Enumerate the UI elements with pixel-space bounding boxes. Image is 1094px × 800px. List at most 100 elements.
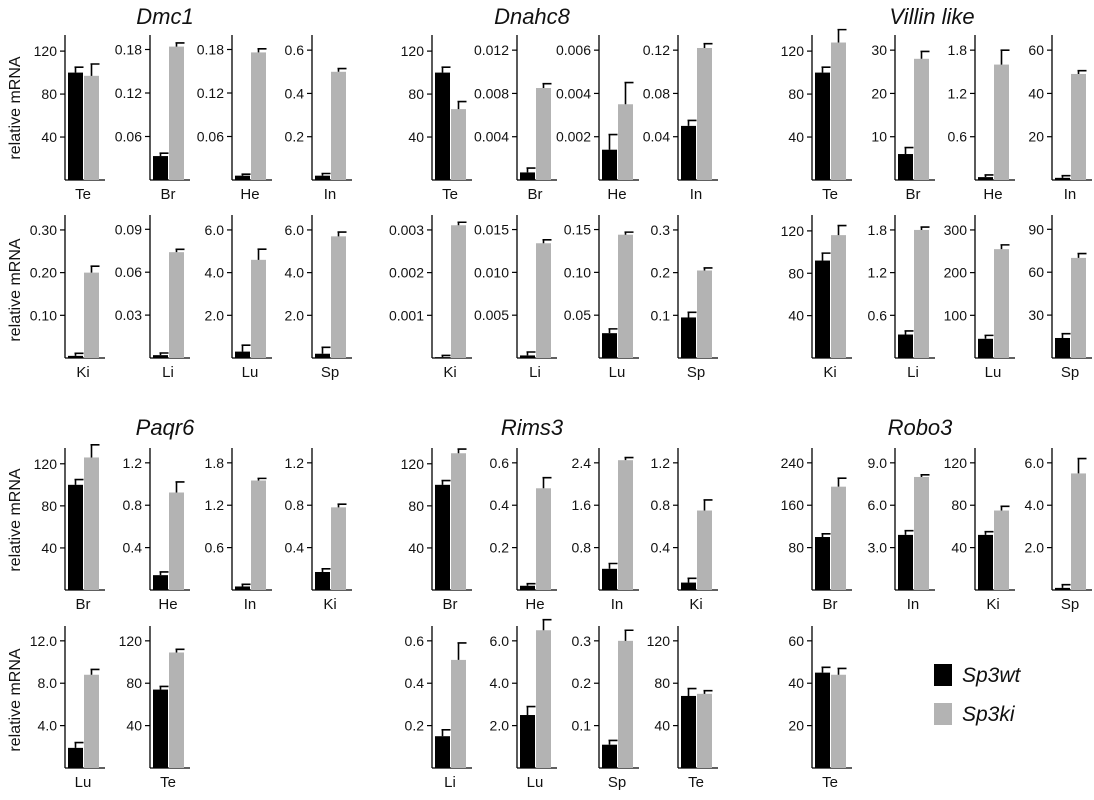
bar-rims3-br-sp3wt xyxy=(435,484,450,590)
category-label-rims3-br: Br xyxy=(443,596,458,613)
error-bar-dmc1-lu-sp3wt xyxy=(241,344,251,352)
bar-rims3-ki-sp3ki xyxy=(697,510,712,590)
y-tick-label-rims3-lu-1: 4.0 xyxy=(490,675,510,691)
bar-dnahc8-sp-sp3ki xyxy=(697,270,712,358)
y-tick-label-dmc1-li-2: 0.09 xyxy=(115,221,142,237)
y-tick-label-dmc1-sp-0: 2.0 xyxy=(285,307,305,323)
gene-title-rims3: Rims3 xyxy=(501,415,564,440)
bar-dmc1-sp-sp3ki xyxy=(331,236,346,358)
bar-paqr6-te-sp3wt xyxy=(153,689,168,768)
bar-dmc1-ki-sp3wt xyxy=(68,355,83,358)
category-label-villin-like-in: In xyxy=(1064,186,1077,203)
category-label-dmc1-te: Te xyxy=(75,186,91,203)
bar-robo3-in-sp3ki xyxy=(914,476,929,590)
error-bar-dnahc8-li-sp3wt xyxy=(526,351,536,356)
bar-dmc1-sp-sp3wt xyxy=(315,353,330,358)
bar-dnahc8-sp-sp3wt xyxy=(681,317,696,358)
category-label-villin-like-he: He xyxy=(983,186,1002,203)
error-bar-paqr6-he-sp3ki xyxy=(175,481,185,493)
error-bar-robo3-te-sp3wt xyxy=(821,666,831,673)
panel-villin-like-sp: 30 60 90 Sp xyxy=(1028,215,1092,381)
y-tick-label-dmc1-br-0: 0.06 xyxy=(115,129,142,145)
bar-rims3-te-sp3ki xyxy=(697,693,712,768)
y-tick-label-dnahc8-ki-2: 0.003 xyxy=(389,222,424,238)
y-tick-label-paqr6-br-2: 120 xyxy=(34,456,58,472)
y-tick-label-dnahc8-te-1: 80 xyxy=(408,86,424,102)
y-tick-label-paqr6-br-0: 40 xyxy=(41,540,57,556)
y-tick-label-villin-like-br-0: 10 xyxy=(871,129,887,145)
panel-paqr6-lu: 4.0 8.0 12.0 Lu xyxy=(30,626,105,791)
panel-dmc1-te: 40 80 120 Te xyxy=(34,35,105,203)
error-bar-villin-like-li-sp3wt xyxy=(904,330,914,335)
category-label-robo3-ki: Ki xyxy=(986,596,999,613)
y-tick-label-villin-like-sp-0: 30 xyxy=(1028,307,1044,323)
bar-villin-like-br-sp3wt xyxy=(898,154,913,180)
y-tick-label-robo3-in-0: 3.0 xyxy=(868,540,888,556)
bar-dnahc8-in-sp3ki xyxy=(697,47,712,180)
y-tick-label-villin-like-in-2: 60 xyxy=(1028,42,1044,58)
bar-robo3-sp-sp3wt xyxy=(1055,587,1070,590)
error-bar-rims3-in-sp3wt xyxy=(608,562,618,569)
y-tick-label-rims3-li-0: 0.2 xyxy=(405,718,425,734)
error-bar-robo3-sp-sp3ki xyxy=(1077,457,1087,474)
panel-villin-like-te: 40 80 120 Te xyxy=(781,28,852,203)
bar-paqr6-in-sp3wt xyxy=(235,586,250,590)
y-tick-label-rims3-te-0: 40 xyxy=(654,718,670,734)
error-bar-dmc1-sp-sp3wt xyxy=(321,346,331,354)
y-tick-label-dnahc8-he-2: 0.006 xyxy=(556,42,591,58)
error-bar-paqr6-in-sp3wt xyxy=(241,583,251,587)
panel-villin-like-li: 0.6 1.2 1.8 Li xyxy=(868,215,935,381)
panel-dnahc8-br: 0.004 0.008 0.012 Br xyxy=(474,35,557,203)
error-bar-villin-like-he-sp3ki xyxy=(1000,49,1010,65)
error-bar-paqr6-lu-sp3ki xyxy=(90,668,100,675)
y-tick-label-paqr6-he-2: 1.2 xyxy=(123,455,143,471)
bar-dmc1-he-sp3ki xyxy=(251,52,266,180)
panel-rims3-li: 0.2 0.4 0.6 Li xyxy=(405,626,472,791)
bar-robo3-ki-sp3wt xyxy=(978,534,993,590)
y-tick-label-paqr6-he-1: 0.8 xyxy=(123,497,143,513)
bar-dmc1-in-sp3wt xyxy=(315,175,330,180)
y-tick-label-dnahc8-sp-2: 0.3 xyxy=(651,222,671,238)
y-tick-label-villin-like-br-1: 20 xyxy=(871,85,887,101)
bar-paqr6-br-sp3ki xyxy=(84,457,99,590)
panel-robo3-ki: 40 80 120 Ki xyxy=(944,448,1015,613)
error-bar-robo3-br-sp3wt xyxy=(821,533,831,538)
legend-label-sp3ki: Sp3ki xyxy=(962,703,1016,726)
bar-paqr6-te-sp3ki xyxy=(169,652,184,768)
bar-rims3-lu-sp3wt xyxy=(520,715,535,768)
bar-rims3-li-sp3ki xyxy=(451,659,466,768)
y-tick-label-rims3-in-0: 0.8 xyxy=(572,540,592,556)
y-tick-label-robo3-te-1: 40 xyxy=(788,675,804,691)
category-label-paqr6-te: Te xyxy=(160,774,176,791)
bar-dnahc8-he-sp3ki xyxy=(618,104,633,180)
bar-dnahc8-br-sp3wt xyxy=(520,172,535,180)
error-bar-rims3-li-sp3ki xyxy=(457,642,467,660)
error-bar-rims3-ki-sp3wt xyxy=(687,577,697,583)
y-tick-label-paqr6-lu-2: 12.0 xyxy=(30,633,57,649)
y-tick-label-rims3-lu-2: 6.0 xyxy=(490,633,510,649)
panel-villin-like-in: 20 40 60 In xyxy=(1028,35,1092,203)
y-tick-label-villin-like-li-0: 0.6 xyxy=(868,307,888,323)
y-tick-label-dmc1-he-1: 0.12 xyxy=(197,85,224,101)
panel-villin-like-he: 0.6 1.2 1.8 He xyxy=(948,35,1015,203)
bar-dmc1-lu-sp3wt xyxy=(235,351,250,358)
bar-paqr6-lu-sp3wt xyxy=(68,747,83,768)
y-tick-label-dmc1-he-0: 0.06 xyxy=(197,129,224,145)
error-bar-dmc1-ki-sp3wt xyxy=(74,352,84,356)
bar-villin-like-br-sp3ki xyxy=(914,58,929,180)
y-tick-label-dmc1-br-2: 0.18 xyxy=(115,42,142,58)
y-tick-label-robo3-ki-2: 120 xyxy=(944,455,968,471)
error-bar-paqr6-ki-sp3wt xyxy=(321,568,331,572)
category-label-robo3-br: Br xyxy=(823,596,838,613)
error-bar-villin-like-sp-sp3wt xyxy=(1061,332,1071,338)
bar-villin-like-ki-sp3ki xyxy=(831,235,846,358)
error-bar-dnahc8-te-sp3wt xyxy=(441,66,451,73)
bar-dnahc8-lu-sp3wt xyxy=(602,333,617,358)
bar-dnahc8-ki-sp3ki xyxy=(451,225,466,358)
error-bar-dmc1-te-sp3ki xyxy=(90,63,100,76)
error-bar-rims3-te-sp3ki xyxy=(703,689,713,694)
bar-paqr6-he-sp3wt xyxy=(153,575,168,590)
category-label-dnahc8-ki: Ki xyxy=(443,364,456,381)
bar-villin-like-sp-sp3ki xyxy=(1071,257,1086,358)
category-label-rims3-te: Te xyxy=(688,774,704,791)
